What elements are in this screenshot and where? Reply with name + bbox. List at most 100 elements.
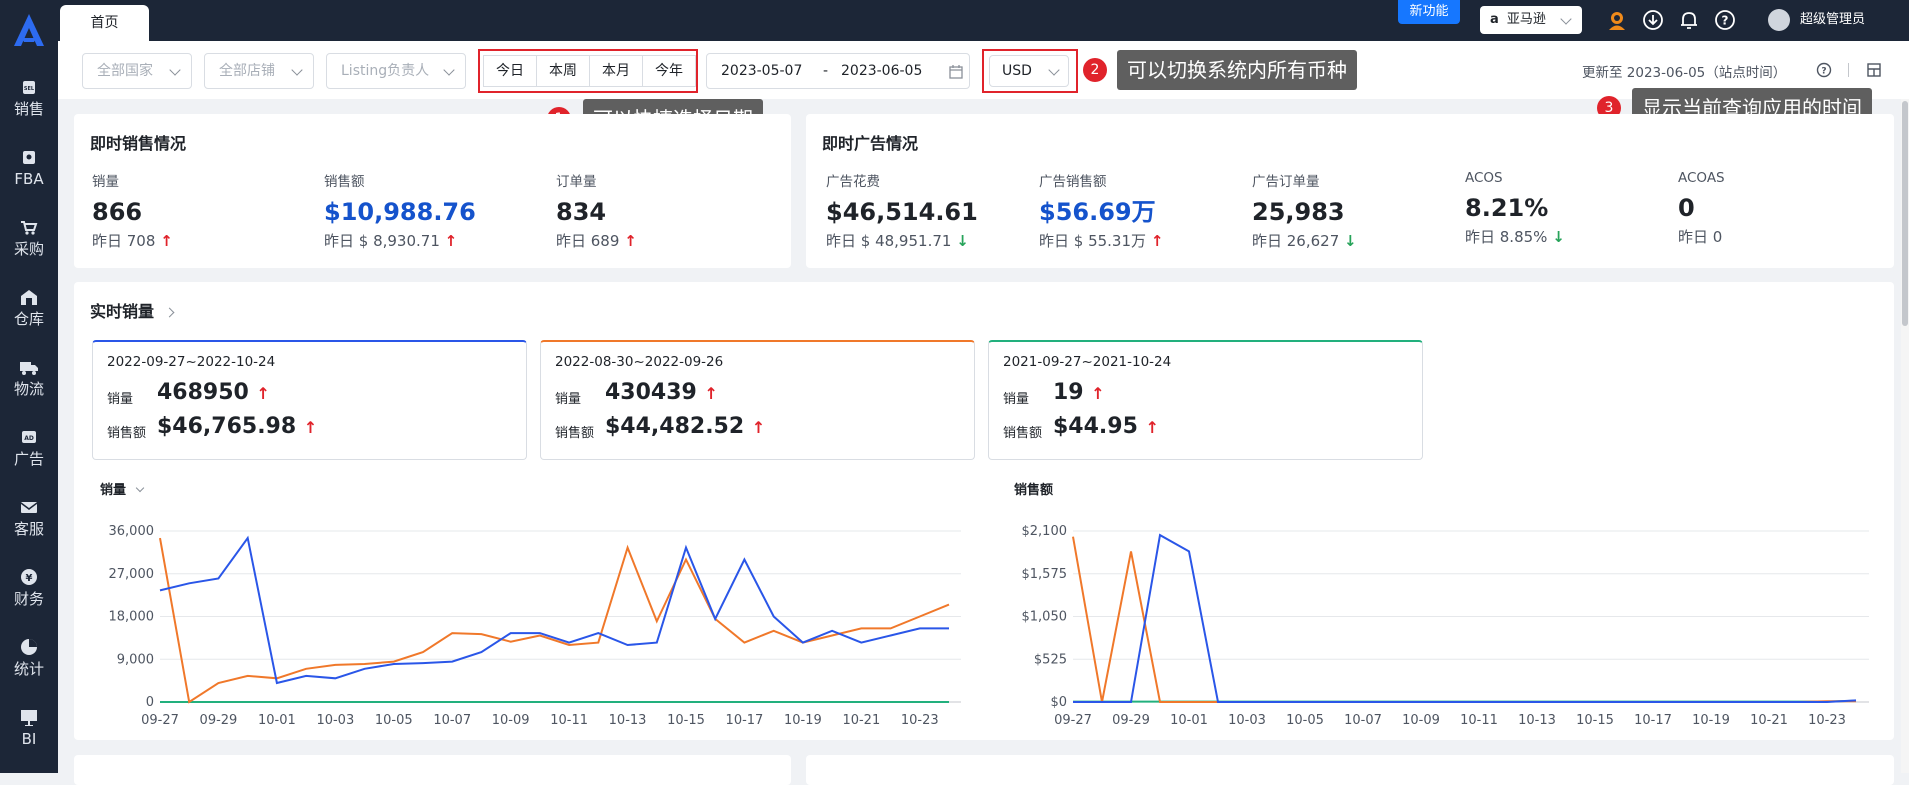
trend-up-icon: ↑	[1091, 384, 1105, 403]
x-tick-label: 09-29	[1112, 713, 1150, 728]
y-tick-label: $0	[1050, 695, 1067, 710]
x-tick-label: 10-17	[726, 713, 764, 728]
amount-chart-title: 销售额	[1014, 483, 1054, 498]
app-logo-icon[interactable]	[10, 12, 48, 48]
quick-date-button-1[interactable]: 本周	[536, 55, 590, 87]
user-menu[interactable]: 超级管理员	[1768, 6, 1865, 34]
x-tick-label: 09-27	[141, 713, 179, 728]
pie-chart-icon	[21, 639, 37, 655]
sales-qty-chart: 0 9,000 18,000 27,000 36,000 09-27 09-29 10-01 1…	[109, 524, 961, 728]
period-qty-number: 468950	[157, 380, 249, 405]
divider	[1848, 63, 1849, 77]
support-agent-icon[interactable]	[1606, 9, 1628, 31]
country-select-value: 全部国家	[97, 63, 153, 79]
platform-select[interactable]: a 亚马逊	[1480, 6, 1582, 34]
series-line-1[interactable]	[159, 537, 950, 704]
callout-2-text: 可以切换系统内所有币种	[1117, 50, 1357, 90]
callout-2-number: 2	[1083, 58, 1107, 82]
y-tick-label: 27,000	[109, 567, 155, 582]
metric-4: ACOAS 0 昨日 0	[1678, 170, 1725, 247]
metric-value: 0	[1678, 194, 1695, 222]
chevron-down-icon	[443, 64, 455, 76]
new-feature-button[interactable]: 新功能	[1398, 0, 1460, 24]
download-icon[interactable]	[1642, 9, 1664, 31]
listing-owner-select[interactable]: Listing负责人	[326, 53, 466, 89]
period-amount-label: 销售额	[107, 426, 147, 441]
quick-date-group: 今日 本周 本月 今年	[478, 49, 698, 93]
date-end[interactable]: 2023-06-05	[841, 63, 923, 79]
quick-date-button-0[interactable]: 今日	[483, 55, 537, 87]
period-card-1[interactable]: 2022-08-30~2022-09-26 销量 430439 ↑ 销售额 $44,48…	[540, 340, 975, 460]
help-icon[interactable]: ?	[1714, 9, 1736, 31]
scrollbar-thumb[interactable]	[1902, 101, 1908, 326]
sidebar-item-4[interactable]: 物流	[0, 346, 58, 412]
sidebar-item-9[interactable]: BI	[0, 696, 58, 762]
cart-icon	[21, 221, 38, 235]
store-select[interactable]: 全部店铺	[204, 53, 314, 89]
period-card-0[interactable]: 2022-09-27~2022-10-24 销量 468950 ↑ 销售额 $46,76…	[92, 340, 527, 460]
chevron-down-icon	[1560, 13, 1572, 25]
metric-yesterday: 昨日 0	[1678, 228, 1723, 246]
x-tick-label: 10-01	[258, 713, 296, 728]
sidebar-item-7[interactable]: ¥ 财务	[0, 556, 58, 622]
tab-home[interactable]: 首页	[60, 5, 149, 41]
sidebar-item-8[interactable]: 统计	[0, 626, 58, 692]
series-line-0[interactable]	[1073, 533, 1857, 703]
ad-icon: AD	[22, 431, 36, 443]
metric-yesterday: 昨日 $ 8,930.71	[324, 232, 440, 250]
x-tick-label: 10-21	[1750, 713, 1788, 728]
country-select[interactable]: 全部国家	[82, 53, 192, 89]
qty-chart-title[interactable]: 销量	[100, 479, 144, 498]
avatar	[1768, 9, 1790, 31]
sidebar-item-2[interactable]: 采购	[0, 206, 58, 272]
x-tick-label: 10-17	[1634, 713, 1672, 728]
metric-label: 广告销售额	[1039, 174, 1107, 190]
series-line-0[interactable]	[159, 535, 949, 685]
realtime-volume-link[interactable]: 实时销量	[90, 298, 175, 322]
sidebar-item-0[interactable]: SEL 销售	[0, 66, 58, 132]
date-range-picker[interactable]: 2023-05-07 - 2023-06-05	[706, 53, 970, 89]
sale-tag-icon: SEL	[23, 81, 35, 94]
chevron-down-icon	[169, 64, 181, 76]
period-qty-value: 430439 ↑	[605, 380, 718, 405]
sidebar-item-3[interactable]: 仓库	[0, 276, 58, 342]
period-amount-number: $44,482.52	[605, 414, 745, 439]
layout-settings-icon[interactable]	[1866, 62, 1882, 78]
trend-up-icon: ↑	[256, 384, 270, 403]
metric-value: 866	[92, 198, 143, 226]
mail-icon	[20, 502, 38, 513]
sidebar-item-5[interactable]: AD 广告	[0, 416, 58, 482]
x-tick-label: 10-07	[433, 713, 471, 728]
filter-bar: 全部国家 全部店铺 Listing负责人 今日 本周 本月 今年 2023-05-07…	[58, 41, 1909, 99]
sidebar-item-1[interactable]: FBA	[0, 136, 58, 202]
currency-select[interactable]: USD	[989, 55, 1069, 87]
metric-0: 广告花费 $46,514.61 昨日 $ 48,951.71 ↓	[826, 170, 978, 251]
x-tick-label: 10-09	[492, 713, 530, 728]
bell-icon[interactable]	[1678, 9, 1700, 31]
realtime-sales-card: 即时销售情况 销量 866 昨日 708 ↑ 销售额 $10,988.76 昨日 $ 8,…	[74, 114, 791, 268]
quick-date-button-2[interactable]: 本月	[589, 55, 643, 87]
trend-up-icon: ↑	[160, 232, 173, 250]
help-icon[interactable]: ?	[1816, 62, 1832, 78]
x-tick-label: 10-03	[1228, 713, 1266, 728]
trend-down-icon: ↓	[1344, 232, 1357, 250]
x-tick-label: 10-13	[609, 713, 647, 728]
period-qty-number: 430439	[605, 380, 697, 405]
page-scrollbar[interactable]	[1901, 99, 1909, 773]
x-tick-label: 10-19	[784, 713, 822, 728]
period-card-2[interactable]: 2021-09-27~2021-10-24 销量 19 ↑ 销售额 $44.95 ↑	[988, 340, 1423, 460]
quick-date-button-3[interactable]: 今年	[642, 55, 696, 87]
metric-yesterday: 昨日 689	[556, 232, 620, 250]
metric-value: 25,983	[1252, 198, 1345, 226]
date-start[interactable]: 2023-05-07	[721, 63, 803, 79]
trend-up-icon: ↑	[303, 418, 318, 437]
sidebar-item-6[interactable]: 客服	[0, 486, 58, 552]
currency-highlight: USD	[982, 49, 1078, 93]
trend-up-icon: ↑	[1145, 418, 1159, 437]
metric-3: ACOS 8.21% 昨日 8.85% ↓	[1465, 170, 1565, 247]
calendar-icon[interactable]	[949, 65, 963, 79]
metric-value: $10,988.76	[324, 198, 476, 226]
yen-coin-icon: ¥	[21, 569, 37, 585]
metric-2: 广告订单量 25,983 昨日 26,627 ↓	[1252, 170, 1357, 251]
svg-text:AD: AD	[24, 435, 34, 442]
